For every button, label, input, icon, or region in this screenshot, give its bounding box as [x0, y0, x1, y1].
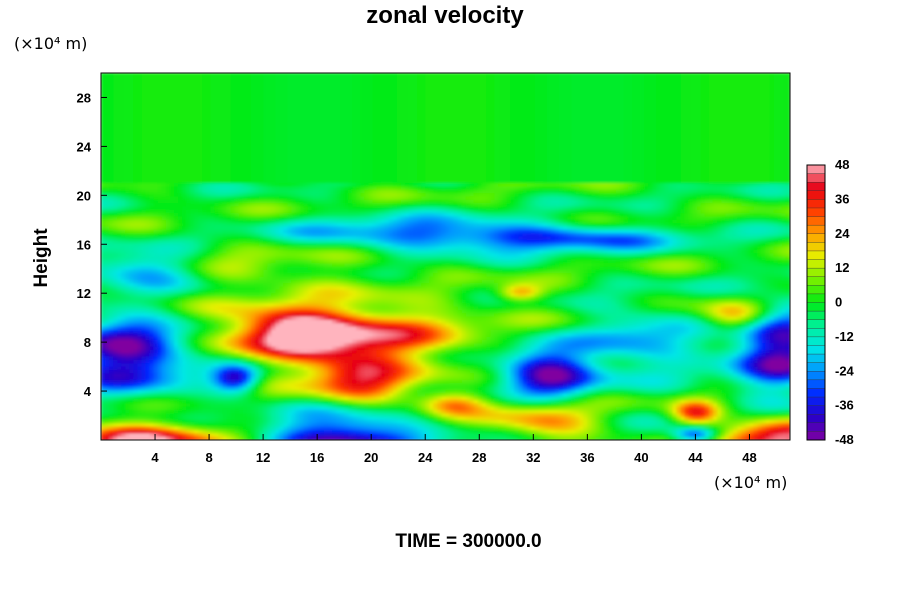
x-tick-label: 16 [310, 450, 324, 465]
colorbar-band [806, 362, 826, 372]
x-tick-label: 20 [364, 450, 378, 465]
y-tick-label: 20 [77, 188, 91, 203]
colorbar-band [806, 242, 826, 252]
colorbar-label: 48 [835, 157, 849, 172]
colorbar-band [806, 190, 826, 200]
colorbar-label: -36 [835, 398, 854, 413]
x-tick-label: 8 [205, 450, 212, 465]
colorbar-label: -12 [835, 329, 854, 344]
colorbar-band [806, 164, 826, 175]
time-label: TIME = 300000.0 [395, 531, 542, 552]
colorbar-band [806, 173, 826, 183]
colorbar-band [806, 422, 826, 432]
x-tick-label: 44 [688, 450, 703, 465]
colorbar-label: 0 [835, 295, 842, 310]
y-tick-label: 4 [84, 384, 92, 399]
x-axis: 4 8 12 16 20 24 28 32 36 40 44 48 [151, 434, 757, 465]
colorbar-band [806, 224, 826, 235]
colorbar-label: 36 [835, 191, 849, 206]
colorbar-label: 12 [835, 260, 849, 275]
y-tick-label: 12 [77, 286, 91, 301]
y-axis-unit: (×10⁴ m) [14, 34, 88, 53]
x-tick-label: 24 [418, 450, 433, 465]
colorbar: 48 36 24 12 0 -12 -24 -36 -48 [806, 157, 855, 447]
colorbar-label: 24 [835, 226, 850, 241]
x-tick-label: 40 [634, 450, 648, 465]
colorbar-frame [806, 164, 826, 441]
colorbar-band [806, 371, 826, 381]
colorbar-band [806, 181, 826, 192]
colorbar-band [806, 336, 826, 346]
x-axis-unit: (×10⁴ m) [714, 473, 788, 492]
colorbar-band [806, 285, 826, 295]
y-tick-label: 16 [77, 237, 91, 252]
colorbar-band [806, 310, 826, 321]
x-tick-label: 12 [256, 450, 270, 465]
colorbar-label: -24 [835, 363, 855, 378]
colorbar-band [806, 207, 826, 218]
colorbar-band [806, 199, 826, 209]
colorbar-band [806, 379, 826, 389]
y-tick-label: 24 [77, 139, 92, 154]
colorbar-band [806, 216, 826, 226]
colorbar-band [806, 276, 826, 286]
y-axis: 4 8 12 16 20 24 28 [77, 90, 107, 399]
x-tick-label: 48 [742, 450, 756, 465]
colorbar-band [806, 345, 826, 355]
colorbar-band [806, 353, 826, 364]
colorbar-band [806, 328, 826, 338]
colorbar-band [806, 431, 826, 441]
colorbar-band [806, 302, 826, 312]
colorbar-band [806, 259, 826, 269]
x-tick-label: 4 [151, 450, 159, 465]
x-tick-label: 28 [472, 450, 486, 465]
y-tick-label: 28 [77, 90, 91, 105]
colorbar-band [806, 396, 826, 407]
y-tick-label: 8 [84, 335, 91, 350]
colorbar-band [806, 414, 826, 424]
colorbar-band [806, 293, 826, 304]
colorbar-band [806, 267, 826, 278]
x-tick-label: 32 [526, 450, 540, 465]
chart-title: zonal velocity [366, 2, 524, 29]
colorbar-band [806, 250, 826, 261]
heatmap-area [101, 73, 790, 440]
colorbar-band [806, 388, 826, 398]
colorbar-label: -48 [835, 432, 854, 447]
colorbar-band [806, 233, 826, 243]
plot-frame [100, 72, 791, 441]
colorbar-band [806, 319, 826, 329]
x-tick-label: 36 [580, 450, 594, 465]
heatmap-cells [101, 73, 790, 440]
colorbar-band [806, 405, 826, 415]
